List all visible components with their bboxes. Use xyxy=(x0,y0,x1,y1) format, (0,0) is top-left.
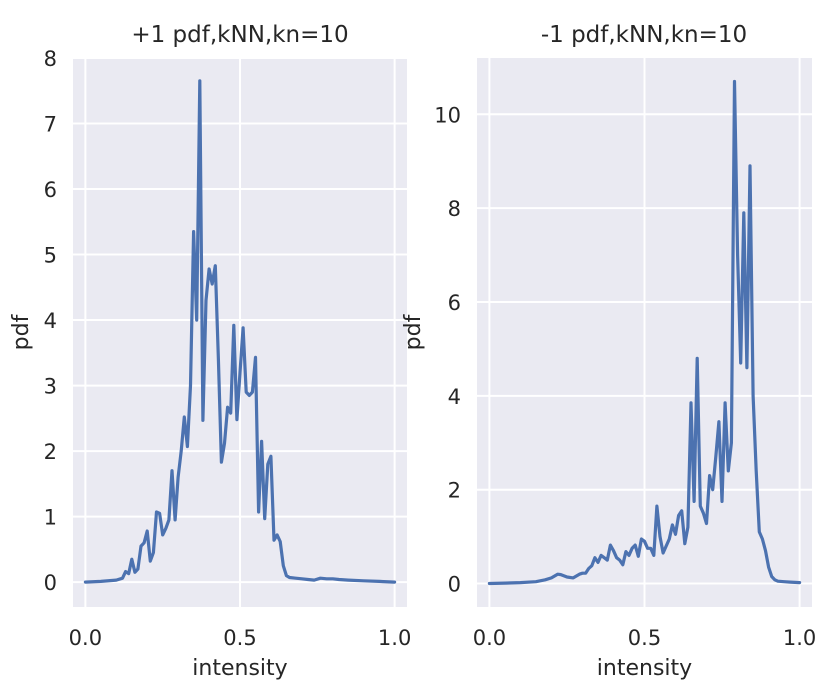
left-chart-panel: 0.0 0.5 1.0 0 1 2 3 4 5 6 7 8 +1 pdf,kNN,kn=10 intens… xyxy=(9,22,411,681)
y-axis-label: pdf xyxy=(401,313,426,350)
x-tick-label: 1.0 xyxy=(783,626,816,650)
chart-title: +1 pdf,kNN,kn=10 xyxy=(131,22,348,48)
y-tick-label: 2 xyxy=(44,440,57,464)
y-tick-label: 7 xyxy=(44,113,57,137)
x-tick-label: 0.5 xyxy=(223,626,256,650)
y-tick-label: 8 xyxy=(448,197,461,221)
y-tick-label: 5 xyxy=(44,244,57,268)
y-axis-label: pdf xyxy=(9,313,34,350)
x-axis-label: intensity xyxy=(597,656,692,681)
right-chart-panel: 0.0 0.5 1.0 0 2 4 6 8 10 -1 pdf,kNN,kn=10 intensit… xyxy=(401,22,816,681)
pdf-series-line xyxy=(83,79,397,584)
x-axis-label: intensity xyxy=(192,656,287,681)
y-tick-label: 4 xyxy=(44,309,57,333)
y-tick-label: 2 xyxy=(448,479,461,503)
y-tick-label: 6 xyxy=(44,178,57,202)
y-tick-label: 0 xyxy=(44,571,57,595)
x-tick-label: 1.0 xyxy=(378,626,411,650)
y-tick-label: 1 xyxy=(44,506,57,530)
y-tick-label: 0 xyxy=(448,573,461,597)
pdf-series-line xyxy=(487,79,802,586)
x-tick-label: 0.0 xyxy=(473,626,506,650)
y-tick-label: 10 xyxy=(434,103,461,127)
x-tick-label: 0.0 xyxy=(69,626,102,650)
x-tick-label: 0.5 xyxy=(628,626,661,650)
y-tick-label: 8 xyxy=(44,47,57,71)
y-tick-label: 3 xyxy=(44,375,57,399)
y-tick-label: 6 xyxy=(448,291,461,315)
y-tick-label: 4 xyxy=(448,385,461,409)
chart-title: -1 pdf,kNN,kn=10 xyxy=(541,22,747,48)
